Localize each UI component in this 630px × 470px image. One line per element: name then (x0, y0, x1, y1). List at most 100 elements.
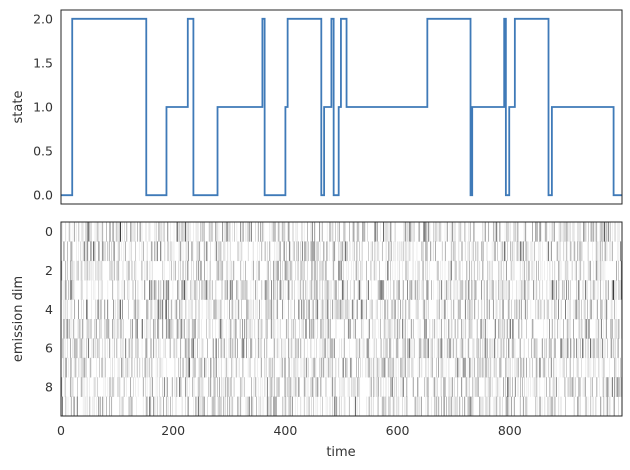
heatmap-cell (101, 241, 103, 262)
heatmap-cell (258, 338, 260, 359)
heatmap-cell (441, 241, 443, 262)
heatmap-cell (164, 260, 165, 281)
heatmap-cell (230, 299, 233, 320)
heatmap-cell (297, 280, 299, 300)
heatmap-cell (474, 357, 476, 378)
heatmap-cell (408, 338, 410, 359)
heatmap-cell (455, 241, 456, 262)
heatmap-cell (505, 357, 507, 378)
heatmap-cell (227, 280, 229, 300)
heatmap-cell (233, 319, 235, 339)
heatmap-x-tick-label: 800 (498, 423, 522, 438)
heatmap-cell (441, 338, 443, 359)
heatmap-cell (343, 280, 345, 300)
heatmap-cell (255, 280, 256, 300)
heatmap-cell (619, 377, 621, 397)
heatmap-cell (616, 357, 617, 378)
heatmap-cell (559, 260, 560, 281)
heatmap-cell (414, 222, 415, 242)
heatmap-cell (259, 241, 260, 262)
heatmap-cell (572, 222, 574, 242)
heatmap-cell (223, 338, 225, 359)
heatmap-cell (316, 377, 318, 397)
heatmap-cell (127, 260, 129, 281)
heatmap-cell (547, 396, 550, 417)
heatmap-cell (540, 241, 541, 262)
heatmap-cell (509, 377, 511, 397)
heatmap-cell (89, 319, 91, 339)
heatmap-cell (265, 377, 267, 397)
heatmap-cell (424, 377, 426, 397)
heatmap-cell (357, 222, 358, 242)
heatmap-cell (474, 377, 476, 397)
heatmap-cell (203, 377, 205, 397)
heatmap-cell (359, 241, 361, 262)
heatmap-cell (342, 280, 343, 300)
heatmap-cell (274, 241, 275, 262)
heatmap-cell (491, 260, 492, 281)
heatmap-cell (172, 396, 173, 417)
heatmap-cell (81, 299, 82, 320)
heatmap-cell (457, 396, 458, 417)
heatmap-cell (155, 299, 156, 320)
heatmap-cell (407, 377, 408, 397)
heatmap-cell (486, 396, 488, 417)
heatmap-cell (397, 280, 399, 300)
heatmap-cell (111, 260, 113, 281)
heatmap-cell (160, 396, 162, 417)
heatmap-cell (460, 396, 461, 417)
heatmap-cell (253, 377, 255, 397)
heatmap-cell (589, 299, 591, 320)
heatmap-cell (382, 396, 384, 417)
heatmap-cell (400, 377, 402, 397)
heatmap-cell (109, 222, 110, 242)
heatmap-cell (535, 396, 536, 417)
heatmap-cell (73, 338, 75, 359)
heatmap-cell (500, 241, 502, 262)
heatmap-cell (154, 241, 155, 262)
heatmap-cell (472, 377, 473, 397)
heatmap-cell (392, 377, 394, 397)
heatmap-cell (513, 396, 515, 417)
heatmap-cell (496, 377, 498, 397)
heatmap-cell (160, 357, 161, 378)
heatmap-cell (415, 280, 417, 300)
heatmap-cell (112, 222, 114, 242)
heatmap-cell (367, 338, 368, 359)
heatmap-cell (144, 260, 145, 281)
heatmap-cell (459, 280, 461, 300)
heatmap-cell (249, 319, 251, 339)
heatmap-cell (356, 357, 357, 378)
heatmap-cell (600, 222, 602, 242)
heatmap-cell (563, 338, 565, 359)
heatmap-cell (240, 396, 242, 417)
heatmap-cell (86, 241, 88, 262)
heatmap-cell (565, 338, 566, 359)
heatmap-cell (567, 377, 569, 397)
heatmap-cell (574, 241, 575, 262)
heatmap-cell (426, 280, 428, 300)
heatmap-cell (261, 241, 262, 262)
heatmap-cell (540, 260, 541, 281)
heatmap-cell (381, 299, 383, 320)
heatmap-cell (451, 222, 453, 242)
heatmap-cell (464, 357, 465, 378)
heatmap-cell (426, 319, 427, 339)
heatmap-cell (568, 377, 570, 397)
heatmap-cell (604, 299, 605, 320)
heatmap-cell (153, 396, 154, 417)
heatmap-cell (446, 319, 447, 339)
heatmap-cell (353, 222, 354, 242)
heatmap-cell (407, 260, 409, 281)
heatmap-cell (618, 396, 619, 417)
heatmap-cell (482, 241, 484, 262)
state-plot: 0.00.51.01.52.0 state (11, 9, 623, 205)
heatmap-cell (457, 299, 458, 320)
heatmap-cell (204, 260, 205, 281)
heatmap-cell (104, 299, 105, 320)
heatmap-cell (397, 338, 399, 359)
heatmap-cell (472, 357, 474, 378)
heatmap-cell (120, 319, 122, 339)
heatmap-cell (148, 319, 150, 339)
heatmap-cell (224, 377, 226, 397)
